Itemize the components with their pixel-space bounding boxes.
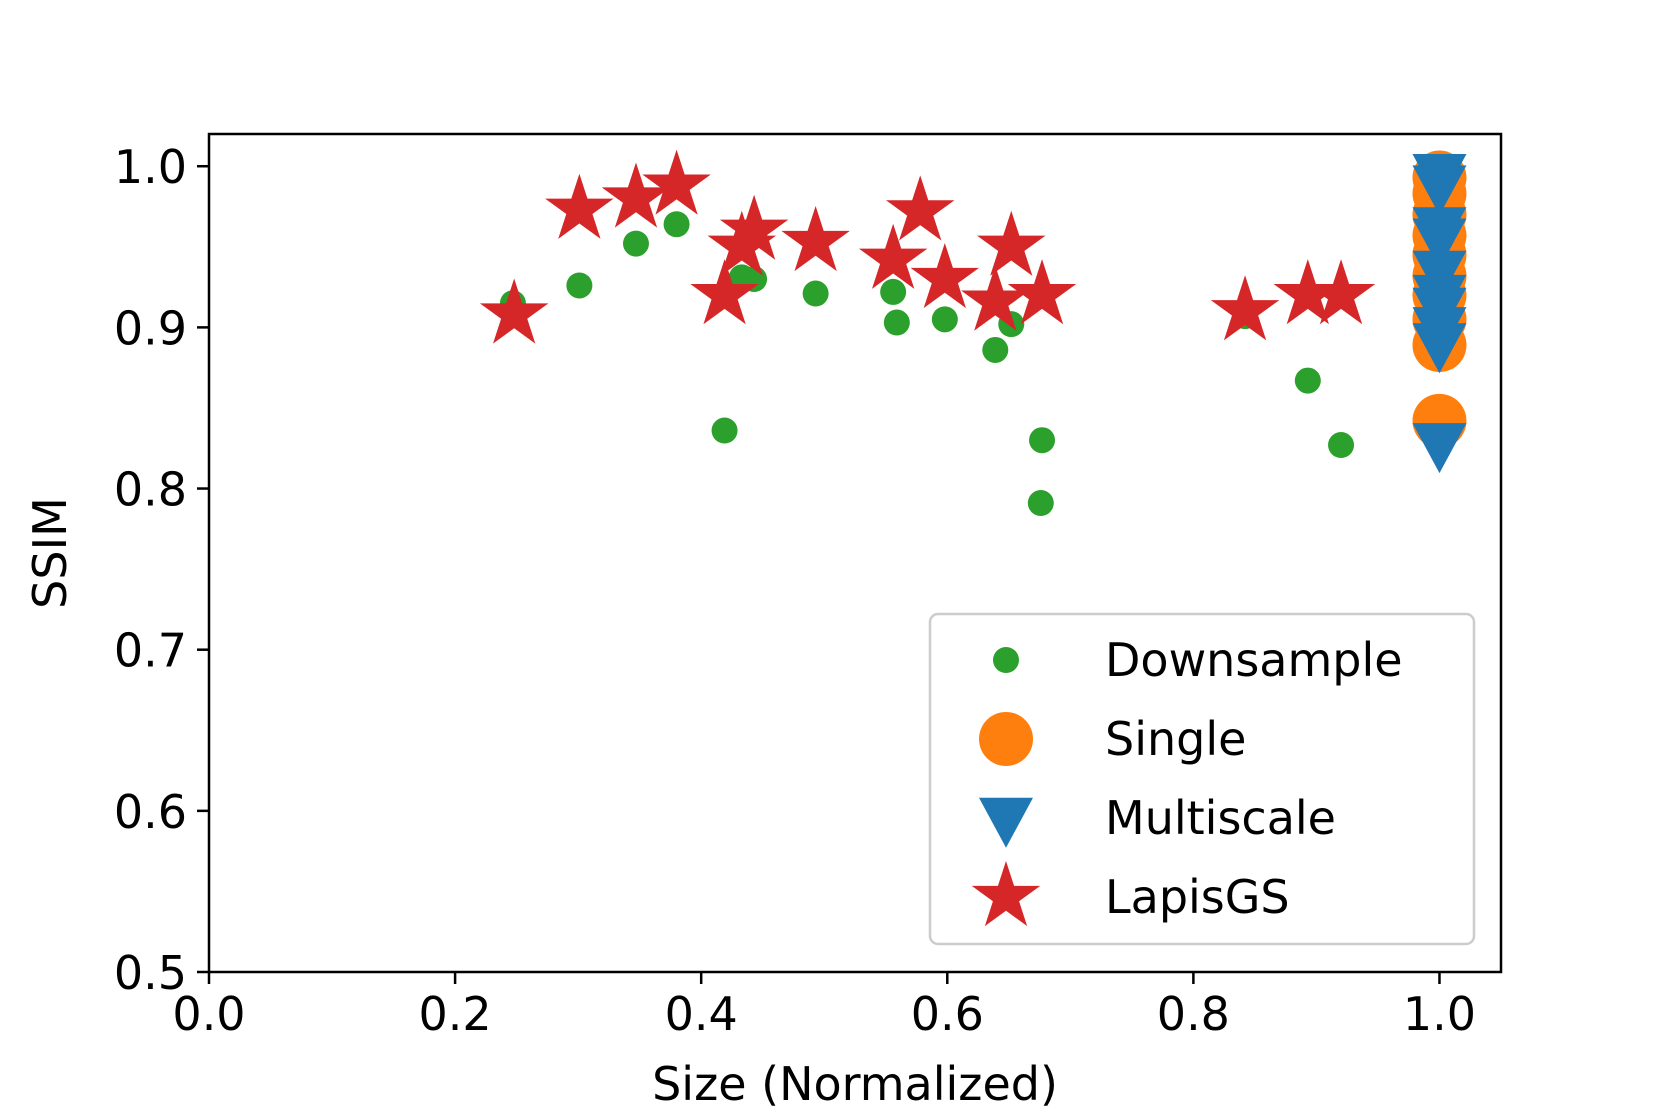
plot-area-frame (207, 132, 1503, 974)
legend-label: Multiscale (1105, 791, 1336, 845)
series-lapisgs (479, 149, 1376, 344)
y-axis: 0.5 0.6 0.7 0.8 0.9 1.0 (114, 140, 209, 1000)
downsample-point (663, 211, 690, 238)
legend-label: Single (1105, 712, 1246, 766)
downsample-point (982, 336, 1009, 363)
lapisgs-point (1210, 275, 1280, 341)
x-tick-label: 0.8 (1157, 987, 1230, 1041)
downsample-point (931, 306, 958, 333)
lapisgs-point (479, 278, 549, 344)
lapisgs-point (719, 194, 789, 260)
legend-label: Downsample (1105, 633, 1403, 687)
legend-marker-single (979, 712, 1033, 766)
y-tick-label: 0.8 (114, 463, 187, 517)
lapisgs-point (781, 205, 850, 272)
y-tick-label: 0.9 (114, 301, 187, 355)
downsample-point (1027, 490, 1054, 517)
lapisgs-point (885, 175, 955, 241)
downsample-point (802, 280, 829, 307)
lapisgs-point (977, 210, 1046, 276)
y-tick-label: 0.5 (114, 946, 187, 1000)
lapisgs-point (642, 149, 711, 215)
legend-item-multiscale: Multiscale (979, 791, 1336, 848)
y-tick-label: 0.7 (114, 624, 187, 678)
legend-frame (928, 612, 1476, 946)
lapisgs-point (601, 162, 671, 228)
x-tick-label: 0.2 (419, 987, 492, 1041)
legend-marker-lapisgs (971, 861, 1041, 927)
x-axis-title: Size (Normalized) (652, 1057, 1058, 1107)
multiscale-point (1412, 423, 1467, 474)
downsample-point (1328, 432, 1355, 459)
downsample-point (622, 230, 649, 257)
y-axis-title: SSIM (23, 497, 77, 609)
legend-item-downsample: Downsample (993, 633, 1403, 687)
multiscale-point (1412, 323, 1467, 374)
downsample-point (880, 278, 907, 305)
series-downsample (499, 211, 1355, 517)
y-tick-label: 0.6 (114, 785, 187, 839)
y-tick-label: 1.0 (114, 140, 187, 194)
lapisgs-point (1007, 259, 1077, 325)
legend-item-lapisgs: LapisGS (971, 861, 1290, 927)
series-layer (479, 149, 1467, 517)
downsample-point (1294, 367, 1321, 394)
lapisgs-point (690, 259, 759, 325)
x-tick-label: 0.4 (665, 987, 738, 1041)
multiscale-point (1412, 165, 1467, 216)
x-axis: 0.0 0.2 0.4 0.6 0.8 1.0 (172, 972, 1476, 1041)
lapisgs-point (961, 265, 1030, 331)
legend-marker-downsample (993, 647, 1019, 673)
legend-item-single: Single (979, 712, 1246, 766)
downsample-point (711, 417, 738, 444)
downsample-point (883, 309, 910, 336)
downsample-point (1029, 427, 1056, 454)
lapisgs-point (1306, 259, 1376, 325)
legend: Downsample Single Multiscale LapisGS (928, 612, 1476, 946)
legend-label: LapisGS (1105, 870, 1290, 924)
legend-marker-multiscale (979, 797, 1033, 848)
lapisgs-point (545, 173, 614, 239)
x-tick-label: 0.0 (172, 987, 245, 1041)
x-tick-label: 1.0 (1403, 987, 1476, 1041)
multiscale-point (1412, 218, 1467, 269)
lapisgs-point (1273, 259, 1343, 325)
downsample-point (566, 272, 593, 299)
x-tick-label: 0.6 (911, 987, 984, 1041)
lapisgs-point (910, 243, 980, 309)
series-multiscale (1412, 154, 1467, 474)
lapisgs-point (858, 223, 928, 289)
